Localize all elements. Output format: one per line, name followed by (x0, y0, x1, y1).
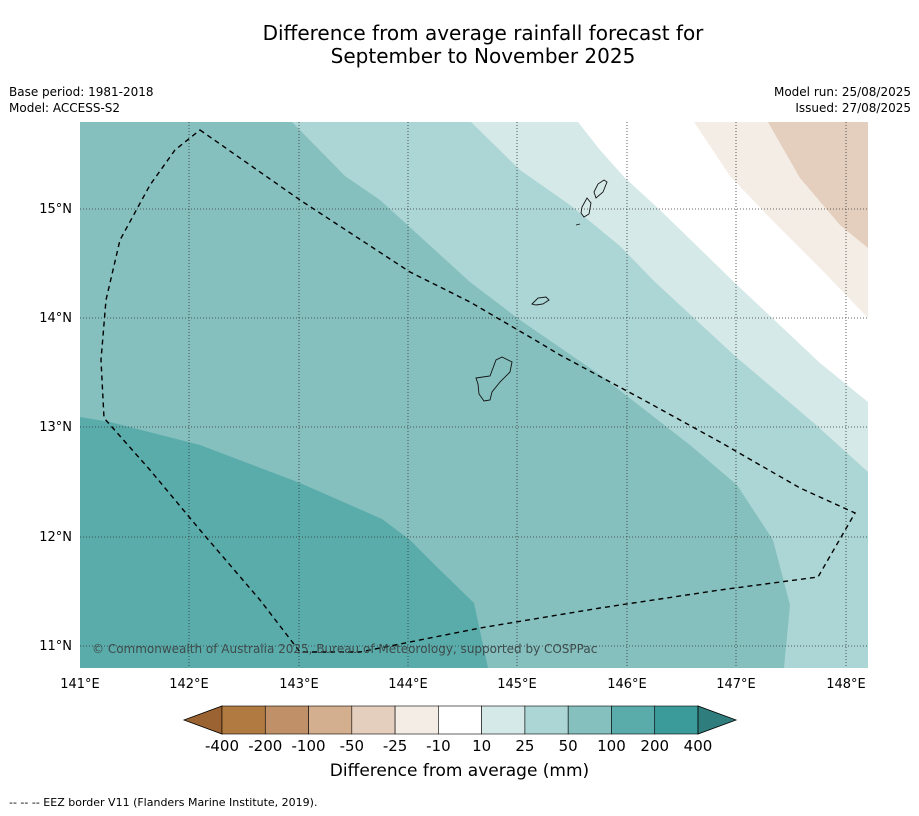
gridlines (80, 122, 868, 668)
colorbar-tick-label: 10 (472, 737, 491, 755)
island-outlines (475, 179, 608, 402)
lat-label-15: 15°N (39, 202, 72, 217)
model-name: Model: ACCESS-S2 (9, 101, 121, 115)
contour-100-200 (80, 417, 488, 668)
lon-label-141: 141°E (60, 677, 100, 692)
colorbar-tick-label: -25 (383, 737, 408, 755)
colorbar-swatch (264, 705, 309, 735)
model-run: Model run: 25/08/2025 (773, 85, 911, 99)
colorbar-swatch (308, 705, 353, 735)
title-line-2: September to November 2025 (330, 44, 636, 68)
colorbar-swatch (481, 705, 526, 735)
meta-right: Model run: 25/08/2025 Issued: 27/08/2025 (774, 84, 911, 116)
colorbar-tick-label: 50 (559, 737, 578, 755)
colorbar: -400 -200 -100 -50 -25 -10 10 25 50 100 200 400 (182, 705, 738, 755)
island-guam (475, 356, 513, 402)
colorbar-swatch (438, 705, 482, 735)
colorbar-swatch (394, 705, 439, 735)
colorbar-tick-label: 25 (515, 737, 534, 755)
colorbar-swatch (654, 705, 699, 735)
colorbar-extend-high (697, 705, 738, 735)
lon-label-144: 144°E (388, 677, 428, 692)
colorbar-tick-label: 100 (597, 737, 626, 755)
lon-label-148: 148°E (826, 677, 866, 692)
colorbar-swatch (567, 705, 612, 735)
lat-label-14: 14°N (39, 311, 72, 326)
colorbar-tick-label: -100 (292, 737, 326, 755)
island-aguijan (575, 223, 581, 226)
colorbar-tick-label: -200 (248, 737, 282, 755)
contour-fill (80, 122, 868, 668)
island-saipan (593, 179, 608, 199)
lon-label-142: 142°E (169, 677, 209, 692)
colorbar-swatch (524, 705, 569, 735)
lat-label-11: 11°N (39, 639, 72, 654)
title-line-1: Difference from average rainfall forecas… (262, 21, 704, 45)
colorbar-tick-label: -10 (426, 737, 451, 755)
issued-date: Issued: 27/08/2025 (795, 101, 911, 115)
colorbar-swatch (221, 705, 266, 735)
island-tinian (580, 197, 592, 218)
colorbar-tick-label: -400 (205, 737, 239, 755)
colorbar-tick-label: 400 (684, 737, 713, 755)
lon-axis-labels: 141°E 142°E 143°E 144°E 145°E 146°E 147°… (60, 677, 866, 692)
lon-label-145: 145°E (497, 677, 537, 692)
island-rota (531, 296, 550, 306)
colorbar-extend-low (182, 705, 223, 735)
lon-label-143: 143°E (279, 677, 319, 692)
contour-minus25-50 (768, 122, 868, 248)
lat-label-12: 12°N (39, 530, 72, 545)
meta-left: Base period: 1981-2018 Model: ACCESS-S2 (9, 84, 154, 116)
copyright-text: © Commonwealth of Australia 2025, Bureau… (92, 642, 597, 656)
eez-footnote: -- -- -- EEZ border V11 (Flanders Marine… (9, 796, 318, 809)
lon-label-146: 146°E (607, 677, 647, 692)
lat-axis-labels: 15°N 14°N 13°N 12°N 11°N (39, 202, 72, 654)
colorbar-label: Difference from average (mm) (329, 761, 590, 781)
chart-title: Difference from average rainfall forecas… (0, 22, 919, 68)
colorbar-swatch (611, 705, 656, 735)
colorbar-swatch (351, 705, 396, 735)
colorbar-tick-label: -50 (340, 737, 365, 755)
lon-label-147: 147°E (716, 677, 756, 692)
eez-border (100, 129, 856, 653)
base-period: Base period: 1981-2018 (9, 85, 154, 99)
lat-label-13: 13°N (39, 420, 72, 435)
colorbar-tick-label: 200 (640, 737, 669, 755)
